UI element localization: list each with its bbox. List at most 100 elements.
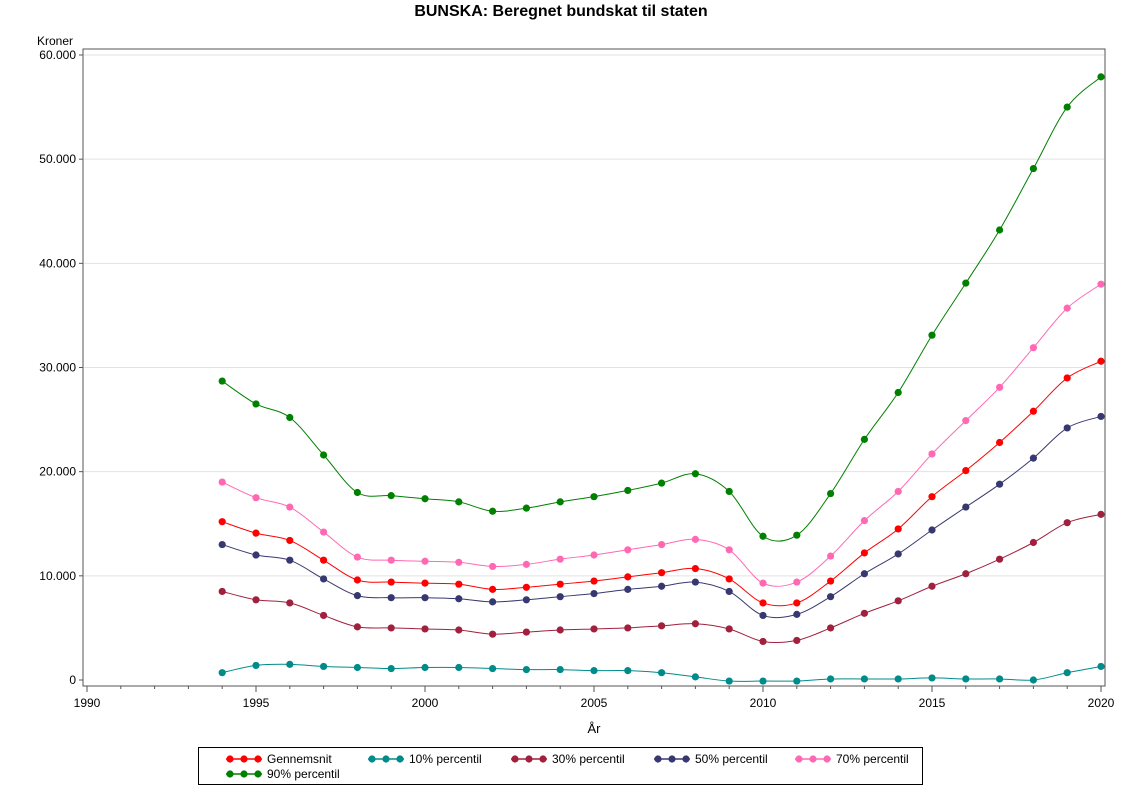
data-point <box>387 578 395 586</box>
legend-swatch-icon <box>226 755 262 763</box>
data-point <box>658 622 666 630</box>
data-point <box>860 675 869 683</box>
data-point <box>286 556 294 564</box>
data-point <box>827 552 835 560</box>
data-point <box>624 546 632 554</box>
data-point <box>286 599 294 607</box>
data-point <box>624 624 632 632</box>
legend-swatch-icon <box>654 755 690 763</box>
legend-label: 90% percentil <box>267 767 340 781</box>
data-point <box>522 596 531 604</box>
y-tick-label: 10.000 <box>39 569 76 583</box>
data-point <box>1097 357 1105 365</box>
data-point <box>996 383 1004 391</box>
data-point <box>590 589 598 598</box>
data-point <box>421 625 429 633</box>
legend-swatch-icon <box>368 755 404 763</box>
data-point <box>996 480 1004 488</box>
data-point <box>320 575 328 583</box>
legend-marker <box>823 755 831 763</box>
data-point <box>624 585 632 593</box>
legend-marker <box>396 755 404 763</box>
data-point <box>996 226 1004 234</box>
data-point <box>556 498 564 506</box>
data-point <box>1097 412 1105 421</box>
data-point <box>1097 510 1105 518</box>
data-point <box>658 540 666 549</box>
data-point <box>860 549 869 557</box>
legend-marker <box>511 755 519 763</box>
data-point <box>455 663 463 672</box>
data-point <box>1063 304 1071 312</box>
data-point <box>691 470 700 478</box>
data-point <box>759 579 767 587</box>
data-point <box>658 479 666 487</box>
series-10-percentil <box>218 660 1105 685</box>
data-point <box>556 555 564 563</box>
data-point <box>759 677 767 685</box>
data-point <box>725 575 733 583</box>
data-point <box>962 279 970 287</box>
data-point <box>556 665 564 674</box>
y-tick-label: 40.000 <box>39 256 76 270</box>
data-point <box>894 388 902 397</box>
data-point <box>691 564 700 573</box>
data-point <box>962 570 970 578</box>
data-point <box>962 503 970 511</box>
data-point <box>1063 103 1071 111</box>
data-point <box>556 626 564 634</box>
data-point <box>894 597 902 605</box>
data-point <box>353 663 361 672</box>
gridlines <box>84 54 1104 577</box>
data-point <box>421 663 429 672</box>
data-point <box>522 583 531 591</box>
data-point <box>1029 407 1037 415</box>
data-point <box>1029 538 1037 547</box>
data-point <box>827 577 835 585</box>
data-point <box>624 573 632 581</box>
x-tick-label: 1995 <box>243 696 270 710</box>
data-point <box>1029 676 1037 684</box>
data-point <box>353 592 361 600</box>
series-lines <box>218 73 1105 685</box>
data-point <box>624 486 632 495</box>
data-point <box>1063 374 1071 382</box>
data-point <box>928 331 936 339</box>
legend-marker <box>539 755 547 763</box>
data-point <box>928 582 936 590</box>
data-point <box>556 593 564 601</box>
y-tick-label: 60.000 <box>39 48 76 62</box>
legend-item: 70% percentil <box>794 751 909 767</box>
x-tick-label: 1990 <box>74 696 101 710</box>
legend-marker <box>240 755 248 763</box>
data-point <box>590 577 598 585</box>
data-point <box>1063 669 1071 677</box>
x-tick-label: 2005 <box>581 696 608 710</box>
data-point <box>1097 662 1105 671</box>
y-axis-ticks: 0 10.000 20.000 30.000 40.000 50.000 60.000 <box>39 48 83 687</box>
data-point <box>489 598 497 606</box>
data-point <box>1097 280 1105 288</box>
data-point <box>860 435 869 443</box>
legend-marker <box>795 755 803 763</box>
legend-marker <box>525 755 533 763</box>
data-point <box>286 660 294 668</box>
legend-marker <box>682 755 690 763</box>
data-point <box>894 525 902 533</box>
legend-marker <box>240 770 248 778</box>
legend-marker <box>226 770 234 778</box>
series-70-percentil <box>218 280 1105 587</box>
legend-item: 30% percentil <box>510 751 625 767</box>
data-point <box>455 580 463 588</box>
data-point <box>759 611 767 620</box>
data-point <box>387 594 395 602</box>
data-point <box>252 661 260 670</box>
data-point <box>793 599 801 607</box>
data-point <box>286 503 294 511</box>
data-point <box>928 526 936 534</box>
legend-marker <box>254 770 262 778</box>
data-point <box>387 624 395 632</box>
legend-swatch-icon <box>511 755 547 763</box>
data-point <box>860 517 869 525</box>
data-point <box>421 557 429 565</box>
